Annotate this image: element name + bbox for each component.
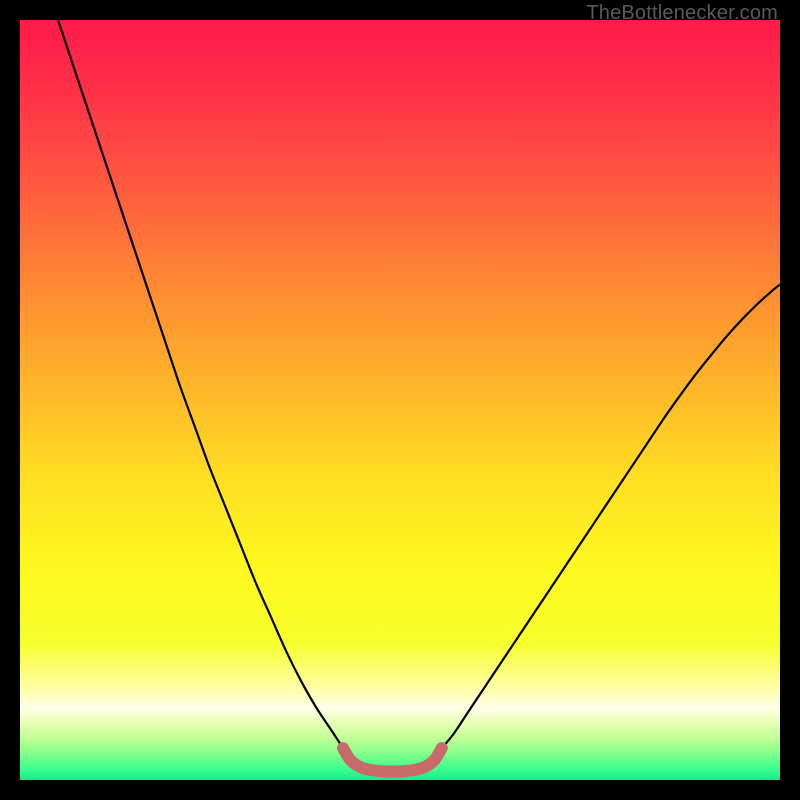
bottleneck-curve-chart	[20, 20, 780, 780]
plot-background	[20, 20, 780, 780]
chart-frame: TheBottlenecker.com	[0, 0, 800, 800]
